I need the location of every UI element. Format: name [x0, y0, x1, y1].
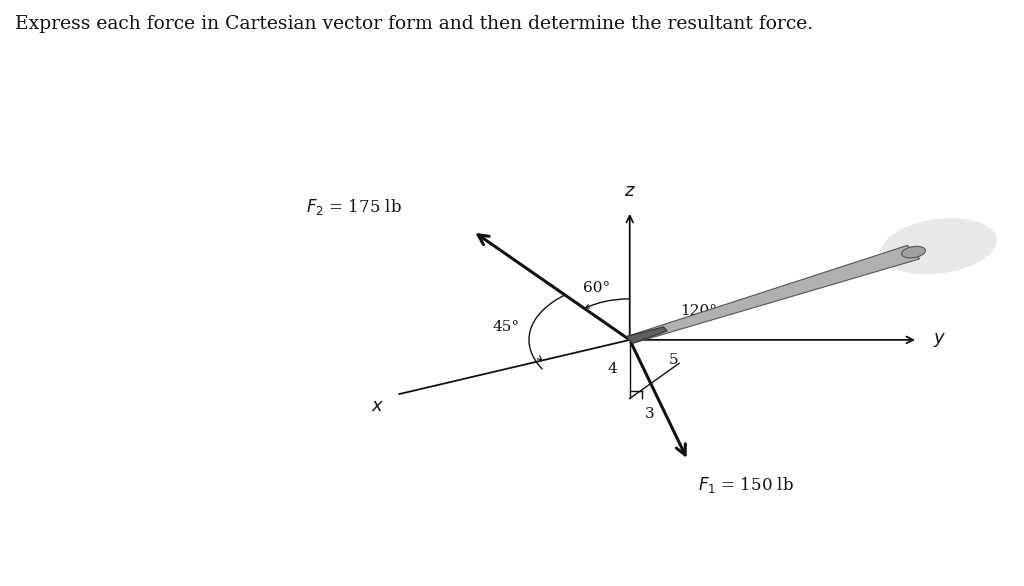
Ellipse shape [881, 218, 996, 274]
Text: $y$: $y$ [933, 331, 946, 349]
Polygon shape [627, 246, 920, 343]
Text: 60°: 60° [584, 281, 610, 295]
Text: 5: 5 [669, 353, 679, 367]
Text: Express each force in Cartesian vector form and then determine the resultant for: Express each force in Cartesian vector f… [15, 15, 813, 33]
Text: $z$: $z$ [624, 182, 636, 200]
Text: 4: 4 [608, 362, 617, 376]
Text: $F_1$ = 150 lb: $F_1$ = 150 lb [698, 475, 794, 495]
Ellipse shape [901, 246, 926, 258]
Text: 3: 3 [645, 407, 655, 421]
Polygon shape [627, 327, 668, 343]
Text: $x$: $x$ [371, 397, 384, 415]
Text: 120°: 120° [680, 304, 717, 318]
Text: 45°: 45° [493, 321, 519, 335]
Text: $F_2$ = 175 lb: $F_2$ = 175 lb [306, 196, 402, 217]
